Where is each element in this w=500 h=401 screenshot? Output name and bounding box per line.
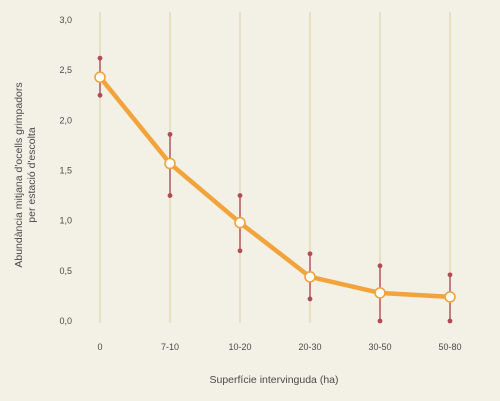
error-cap-high-0: [97, 55, 103, 61]
y-tick-label-0: 0,0: [59, 316, 72, 326]
error-cap-high-4: [377, 263, 383, 269]
error-cap-low-3: [307, 296, 313, 302]
x-tick-label-3: 20-30: [298, 342, 321, 352]
error-cap-low-5: [447, 318, 453, 324]
data-point-3: [304, 271, 316, 283]
y-tick-label-6: 3,0: [59, 15, 72, 25]
data-point-1: [164, 157, 176, 170]
error-bars: [97, 55, 453, 324]
y-tick-label-3: 1,5: [59, 166, 72, 176]
x-tick-label-5: 50-80: [438, 342, 461, 352]
error-cap-low-4: [377, 318, 383, 324]
error-cap-high-1: [167, 131, 173, 137]
x-tick-label-0: 0: [97, 342, 102, 352]
grid-lines: [99, 12, 451, 323]
error-cap-low-1: [167, 193, 173, 198]
y-axis-ticks: 0,0 0,5 1,0 1,5 2,0 2,5 3,0: [59, 15, 72, 326]
error-cap-low-0: [97, 92, 103, 98]
y-tick-label-1: 0,5: [59, 266, 72, 276]
data-point-4: [374, 287, 386, 299]
y-axis-title-line-2: per estació d'escolta: [26, 127, 38, 223]
y-axis-title-line-1: Abundància mitjana d'ocells grimpadors: [13, 82, 25, 267]
data-point-0: [94, 71, 106, 83]
y-tick-label-4: 2,0: [59, 115, 72, 125]
error-cap-low-2: [237, 248, 243, 254]
x-axis-ticks: 0 7-10 10-20 20-30 30-50 50-80: [97, 342, 461, 352]
error-cap-high-5: [447, 272, 453, 278]
series-line: [97, 74, 453, 300]
data-points: [94, 71, 456, 303]
y-tick-label-5: 2,5: [59, 65, 72, 75]
y-tick-label-2: 1,0: [59, 216, 72, 226]
x-tick-label-4: 30-50: [368, 342, 391, 352]
x-axis-title: Superfície intervinguda (ha): [210, 374, 339, 386]
data-point-2: [234, 216, 246, 229]
error-cap-high-2: [237, 193, 243, 198]
x-tick-label-1: 7-10: [161, 342, 179, 352]
error-cap-high-3: [307, 251, 313, 257]
data-point-5: [444, 291, 456, 303]
series-line-layer: [97, 74, 453, 300]
x-tick-label-2: 10-20: [228, 342, 251, 352]
